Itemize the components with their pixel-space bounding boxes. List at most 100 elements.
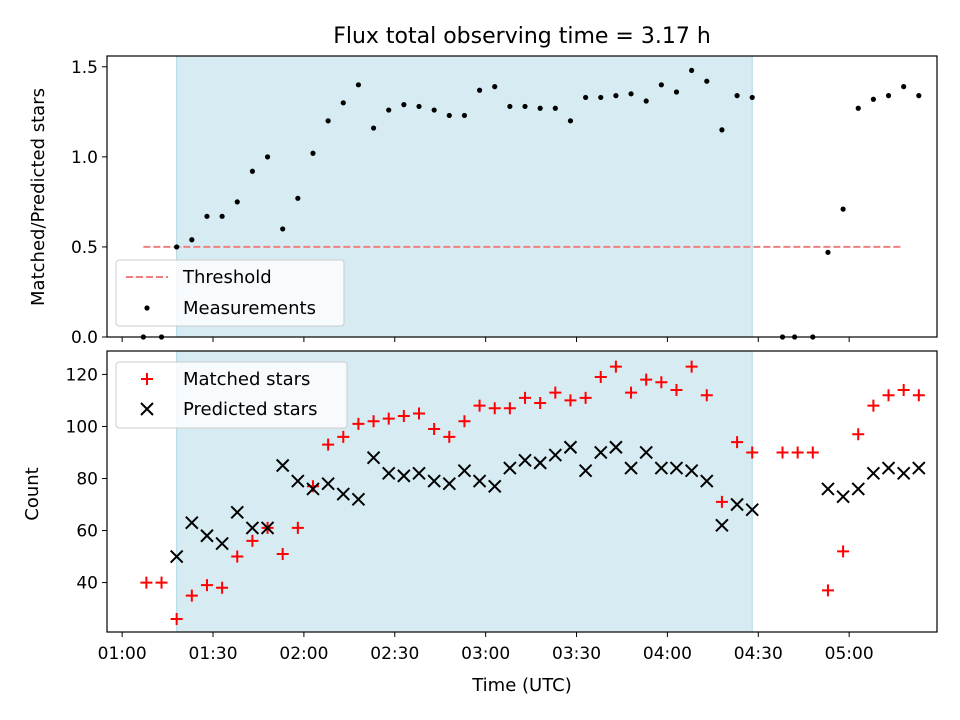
ratio-series0-point-8 xyxy=(264,154,271,160)
count-series0-point-39 xyxy=(731,436,744,449)
count-series1-point-12 xyxy=(351,492,366,507)
count-series1-point-38 xyxy=(745,503,759,517)
time-axis-label: Time (UTC) xyxy=(471,675,572,696)
count-series0-point-31 xyxy=(609,360,622,373)
count-series0-point-3 xyxy=(185,589,198,602)
count-series0-point-40 xyxy=(746,446,759,459)
count-xtick-label-2: 02:00 xyxy=(279,644,328,664)
count-series0-point-46 xyxy=(852,428,865,441)
count-series0-point-16 xyxy=(382,412,395,425)
count-panel: 40 60 80 100 120 01:00 01:30 02:00 02:30 03:00 03:… xyxy=(66,350,938,664)
count-series0-point-29 xyxy=(579,391,592,404)
count-xtick-label-3: 02:30 xyxy=(370,644,419,664)
count-series0-point-30 xyxy=(594,371,607,384)
ratio-series0-point-33 xyxy=(643,98,649,104)
count-series0-point-22 xyxy=(473,399,486,412)
legend-matched-marker xyxy=(141,373,153,385)
ratio-series0-point-3 xyxy=(189,237,195,243)
count-series1-point-35 xyxy=(700,474,714,488)
count-series1-point-19 xyxy=(457,463,472,478)
ratio-ytick-label-2: 1.0 xyxy=(71,148,98,168)
ratio-series0-point-48 xyxy=(885,93,892,99)
count-series0-point-15 xyxy=(367,415,380,428)
count-series1-point-14 xyxy=(382,466,396,480)
ratio-series0-point-9 xyxy=(280,226,286,232)
count-series1-point-31 xyxy=(639,445,653,460)
count-axis-label: Count xyxy=(22,467,43,520)
count-series0-point-2 xyxy=(170,612,183,625)
ratio-series0-point-46 xyxy=(855,105,861,111)
ratio-series0-point-19 xyxy=(431,107,437,113)
count-series1-point-2 xyxy=(200,529,214,543)
count-series0-point-49 xyxy=(897,384,910,397)
count-series0-point-35 xyxy=(670,384,683,397)
count-series1-point-1 xyxy=(185,516,199,530)
ratio-series0-point-30 xyxy=(598,94,604,101)
count-series1-point-39 xyxy=(821,482,835,496)
count-series0-point-45 xyxy=(837,545,850,558)
ratio-frame xyxy=(106,55,938,338)
ratio-series0-point-47 xyxy=(870,96,876,102)
ratio-series0-point-2 xyxy=(174,244,180,250)
count-series0-point-28 xyxy=(564,394,577,407)
ratio-legend-box xyxy=(115,259,345,327)
ratio-series0-point-45 xyxy=(840,206,846,212)
count-ytick-label-1: 60 xyxy=(76,522,98,542)
ratio-legend: Threshold Measurements xyxy=(115,259,345,327)
count-series0-point-6 xyxy=(231,550,244,563)
count-series1-point-9 xyxy=(306,482,320,496)
count-series0-point-38 xyxy=(715,495,728,508)
count-series1-point-43 xyxy=(881,461,896,475)
count-series0-point-26 xyxy=(534,397,547,410)
ratio-series0-point-25 xyxy=(522,103,528,110)
count-series1-point-4 xyxy=(230,505,244,520)
count-series0-point-9 xyxy=(276,547,289,560)
ratio-series0-point-28 xyxy=(567,118,574,124)
count-series1-point-22 xyxy=(503,461,517,475)
ratio-series0-point-31 xyxy=(613,93,619,99)
count-ytick-label-2: 80 xyxy=(76,469,98,489)
chart-title: Flux total observing time = 3.17 h xyxy=(333,24,711,49)
count-series0-point-10 xyxy=(291,521,304,534)
count-legend-box xyxy=(115,361,348,429)
count-xtick-label-8: 05:00 xyxy=(825,644,874,664)
ratio-series0-point-15 xyxy=(370,125,377,131)
legend-predicted-marker xyxy=(140,402,154,416)
count-series0-point-13 xyxy=(337,430,350,443)
count-series1-point-20 xyxy=(472,474,487,488)
count-xtick-label-6: 04:00 xyxy=(643,644,692,664)
count-series0-point-32 xyxy=(625,386,638,399)
count-series1-point-27 xyxy=(578,463,593,478)
count-series0-point-20 xyxy=(443,430,456,443)
count-series0-point-48 xyxy=(882,389,895,402)
count-series0-point-21 xyxy=(458,415,471,428)
count-xtick-label-0: 01:00 xyxy=(98,644,147,664)
count-series0-point-47 xyxy=(867,399,880,412)
ratio-series0-point-34 xyxy=(658,82,664,88)
count-series1-point-36 xyxy=(715,518,729,533)
count-series1-point-23 xyxy=(518,453,532,467)
ratio-series0-point-39 xyxy=(734,93,740,99)
ratio-series0-point-44 xyxy=(825,249,831,255)
count-frame xyxy=(106,350,938,633)
count-series0-point-50 xyxy=(912,389,925,402)
ratio-series0-point-16 xyxy=(386,107,392,113)
ratio-ytick-label-3: 1.5 xyxy=(71,58,98,78)
count-series1-point-26 xyxy=(563,440,578,454)
count-series1-point-15 xyxy=(397,469,411,483)
count-legend: Matched stars Predicted stars xyxy=(115,361,348,429)
count-series1-point-32 xyxy=(654,461,669,475)
legend-measurements-marker xyxy=(144,305,150,311)
ratio-series0-point-12 xyxy=(325,118,331,124)
count-series0-point-0 xyxy=(140,576,153,589)
ratio-series0-point-5 xyxy=(219,213,225,219)
count-series0-point-37 xyxy=(700,389,713,402)
ratio-series0-point-29 xyxy=(583,94,589,101)
legend-predicted-label: Predicted stars xyxy=(183,399,317,420)
count-series1-point-40 xyxy=(836,489,850,504)
count-series1-point-28 xyxy=(594,445,608,460)
ratio-series0-point-36 xyxy=(689,67,695,74)
count-xtick-label-4: 03:00 xyxy=(461,644,510,664)
count-series1-point-29 xyxy=(609,440,623,454)
